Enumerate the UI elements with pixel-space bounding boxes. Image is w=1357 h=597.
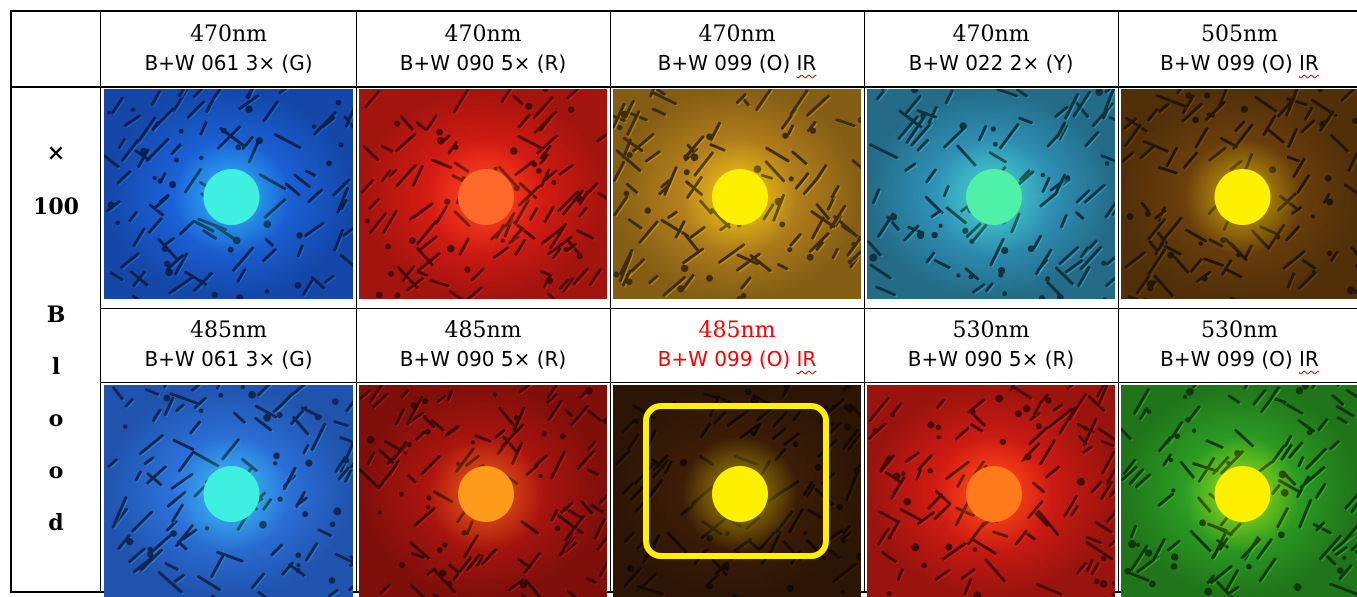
filter-label: B+W 099 (O) IR: [1118, 345, 1357, 373]
fluorescent-spot: [458, 466, 514, 522]
filter-name: B+W 090 5× (R): [400, 347, 566, 371]
filter-label: B+W 090 5× (R): [356, 345, 610, 373]
side-label-char: 100: [12, 194, 100, 220]
filter-ir-suffix: IR: [797, 51, 817, 75]
fluorescent-spot: [1215, 466, 1271, 522]
fluorescent-spot: [204, 466, 260, 522]
wavelength-label: 505nm: [1118, 21, 1357, 49]
filter-ir-suffix: IR: [1299, 347, 1319, 371]
column-divider: [100, 12, 101, 591]
side-label-char: o: [12, 406, 100, 432]
filter-name: B+W 061 3× (G): [144, 51, 312, 75]
fluorescence-photo: [613, 89, 861, 299]
fluorescence-photo: [867, 385, 1115, 597]
side-label-char: B: [12, 302, 100, 328]
filter-label: B+W 061 3× (G): [101, 345, 356, 373]
fluorescence-photo: [104, 89, 353, 299]
filter-name: B+W 099 (O): [658, 51, 797, 75]
fluorescence-photo: [1121, 385, 1357, 597]
fluorescence-photo: [1121, 89, 1357, 299]
filter-ir-suffix: IR: [1299, 51, 1319, 75]
highlight-box: [643, 403, 829, 559]
filter-name: B+W 099 (O): [1160, 51, 1299, 75]
filter-name: B+W 099 (O): [658, 347, 797, 371]
wavelength-label: 530nm: [1118, 317, 1357, 345]
side-label-char: ×: [12, 140, 100, 166]
fluorescent-spot: [204, 169, 260, 225]
filter-label: B+W 099 (O) IR: [1118, 49, 1357, 77]
filter-name: B+W 061 3× (G): [144, 347, 312, 371]
row-divider: [100, 382, 1357, 383]
fluorescence-photo: [359, 89, 607, 299]
filter-name: B+W 022 2× (Y): [909, 51, 1074, 75]
wavelength-label: 470nm: [610, 21, 864, 49]
fluorescent-spot: [458, 169, 514, 225]
filter-label: B+W 061 3× (G): [101, 49, 356, 77]
fluorescent-spot: [966, 169, 1022, 225]
filter-ir-suffix: IR: [797, 347, 817, 371]
filter-label: B+W 022 2× (Y): [864, 49, 1118, 77]
side-label-char: o: [12, 458, 100, 484]
filter-name: B+W 090 5× (R): [908, 347, 1074, 371]
filter-label: B+W 090 5× (R): [356, 49, 610, 77]
side-label-char: l: [12, 354, 100, 380]
column-divider: [356, 12, 357, 591]
wavelength-label: 485nm: [610, 317, 864, 345]
wavelength-label: 485nm: [101, 317, 356, 345]
column-divider: [610, 12, 611, 591]
fluorescence-photo: [359, 385, 607, 597]
wavelength-label: 530nm: [864, 317, 1118, 345]
filter-label: B+W 099 (O) IR: [610, 49, 864, 77]
column-divider: [1118, 12, 1119, 591]
wavelength-label: 470nm: [356, 21, 610, 49]
filter-label: B+W 090 5× (R): [864, 345, 1118, 373]
fluorescent-spot: [966, 466, 1022, 522]
filter-name: B+W 090 5× (R): [400, 51, 566, 75]
fluorescence-photo: [104, 385, 353, 597]
side-label: × 100 B l o o d: [12, 132, 100, 591]
column-divider: [864, 12, 865, 591]
filter-name: B+W 099 (O): [1160, 347, 1299, 371]
wavelength-label: 485nm: [356, 317, 610, 345]
side-label-char: d: [12, 510, 100, 536]
fluorescent-spot: [712, 169, 768, 225]
filter-label: B+W 099 (O) IR: [610, 345, 864, 373]
wavelength-label: 470nm: [864, 21, 1118, 49]
fluorescence-photo: [867, 89, 1115, 299]
row-divider: [12, 86, 1357, 88]
fluorescent-spot: [1215, 169, 1271, 225]
wavelength-label: 470nm: [101, 21, 356, 49]
